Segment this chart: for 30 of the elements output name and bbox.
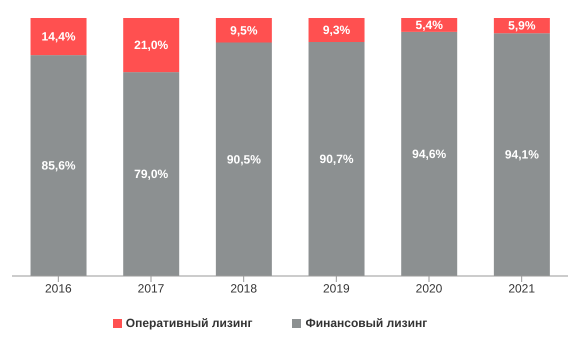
x-tick-label: 2016 [44, 282, 72, 296]
data-label: 9,5% [230, 23, 258, 38]
data-label: 85,6% [42, 158, 76, 173]
legend-label: Финансовый лизинг [305, 316, 428, 330]
bar [123, 18, 180, 72]
data-label: 79,0% [134, 167, 169, 182]
x-tick-label: 2021 [508, 282, 536, 296]
bar [216, 42, 272, 276]
data-label: 5,9% [508, 18, 536, 33]
bar [308, 18, 365, 42]
data-label: 5,4% [416, 18, 444, 32]
data-label: 90,7% [320, 152, 354, 166]
data-label: 9,3% [322, 22, 351, 37]
x-tick-label: 2019 [322, 282, 350, 296]
data-label: 94,6% [412, 146, 447, 161]
data-label: 90,5% [226, 152, 262, 166]
bar [30, 18, 87, 56]
data-label: 14,4% [42, 30, 76, 44]
legend-label: Оперативный лизинг [126, 316, 252, 330]
bar [308, 42, 365, 276]
x-tick-label: 2020 [416, 282, 443, 296]
data-label: 21,0% [134, 38, 169, 52]
x-tick-label: 2018 [230, 282, 258, 296]
bar [401, 32, 458, 276]
data-label: 94,1% [504, 148, 540, 162]
x-tick-label: 2017 [138, 282, 165, 296]
bar [494, 33, 550, 276]
bar [123, 72, 180, 276]
bar [30, 55, 87, 276]
bar [216, 18, 272, 43]
